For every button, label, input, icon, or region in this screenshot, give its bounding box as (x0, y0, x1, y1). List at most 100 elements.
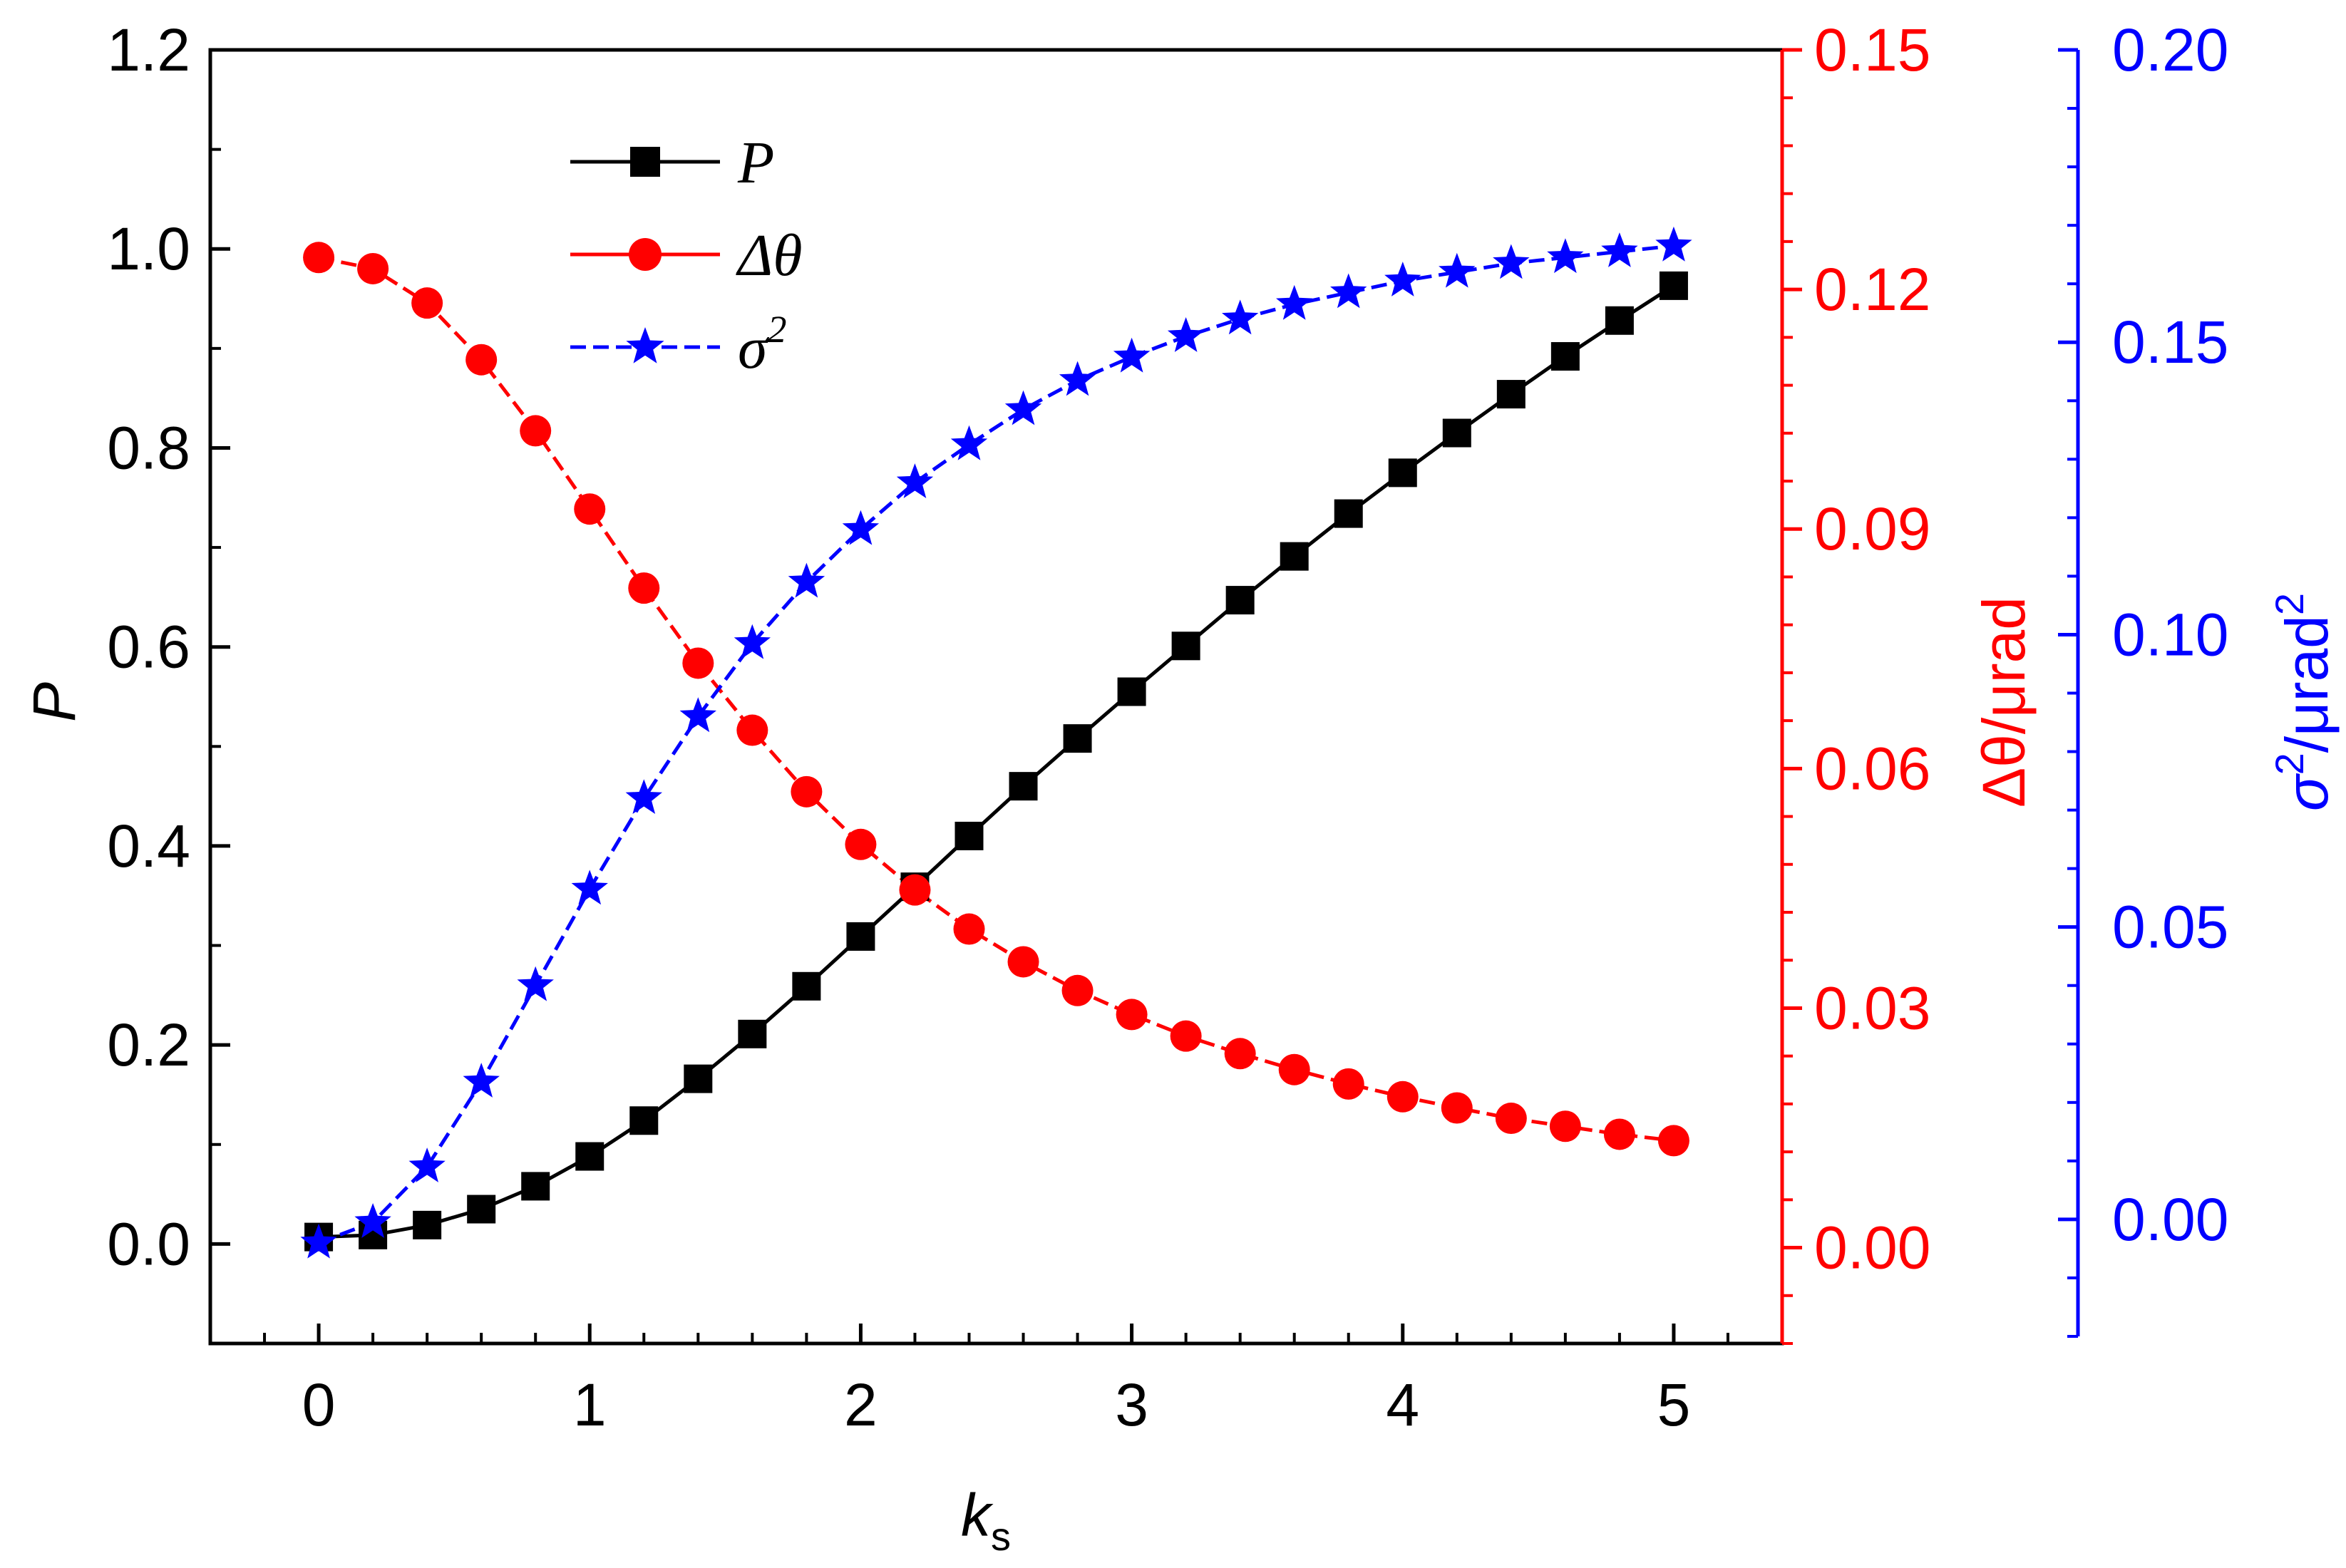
data-point-delta-theta (1116, 999, 1148, 1031)
data-point-sigma-squared (1547, 238, 1584, 274)
data-point-p (684, 1064, 713, 1093)
legend-label-sigma-squared: σ2 (738, 308, 786, 381)
data-point-p (521, 1172, 550, 1201)
data-point-delta-theta (465, 344, 498, 376)
data-point-p (413, 1210, 442, 1239)
data-point-delta-theta (1386, 1080, 1419, 1113)
data-point-p (1442, 418, 1471, 448)
left-tick-label: 0.4 (107, 813, 190, 880)
data-point-p (1280, 542, 1309, 571)
right2-tick-label: 0.15 (2112, 309, 2229, 376)
data-point-sigma-squared (734, 624, 771, 659)
data-point-p (792, 971, 821, 1001)
data-point-delta-theta (1495, 1103, 1527, 1135)
data-point-delta-theta (682, 647, 714, 679)
data-point-delta-theta (1061, 974, 1094, 1006)
right2-tick-label: 0.10 (2112, 601, 2229, 668)
data-point-delta-theta (357, 252, 389, 284)
data-point-sigma-squared (571, 870, 608, 905)
data-point-delta-theta (1603, 1118, 1635, 1150)
right1-axis-title: Δθ/μrad (1970, 597, 2037, 808)
data-point-p (1496, 380, 1526, 409)
right1-tick-label: 0.15 (1814, 16, 1931, 83)
data-point-sigma-squared (1004, 390, 1042, 425)
left-tick-label: 0.8 (107, 414, 190, 481)
data-point-delta-theta (791, 775, 823, 808)
data-point-sigma-squared (842, 510, 880, 545)
x-axis-title: ks (961, 1482, 1011, 1559)
data-point-p (1063, 724, 1092, 753)
right1-tick-label: 0.00 (1814, 1214, 1931, 1281)
left-tick-label: 1.2 (107, 16, 190, 83)
data-point-delta-theta (1278, 1053, 1310, 1085)
right1-axis-title-symbol: Δθ (1970, 734, 2037, 808)
data-point-delta-theta (1657, 1125, 1689, 1157)
series-line-sigma-squared (318, 244, 1674, 1245)
right1-tick-label: 0.03 (1814, 974, 1931, 1041)
data-point-sigma-squared (788, 562, 825, 598)
data-point-sigma-squared (1222, 299, 1259, 335)
right2-axis-title: σ2/μrad2 (2267, 593, 2340, 811)
data-point-sigma-squared (1113, 337, 1151, 373)
data-point-delta-theta (1332, 1068, 1364, 1100)
data-point-delta-theta (628, 572, 660, 604)
data-point-p (1550, 342, 1580, 371)
data-point-p (1117, 677, 1146, 706)
data-point-p (1605, 306, 1634, 335)
data-point-p (1225, 586, 1255, 615)
data-point-sigma-squared (1384, 262, 1421, 296)
right1-tick-label: 0.09 (1814, 495, 1931, 562)
data-point-p (1334, 499, 1363, 528)
left-tick-label: 1.0 (107, 215, 190, 282)
left-axis-title: P (21, 682, 88, 722)
data-point-p (467, 1195, 496, 1224)
data-point-delta-theta (1007, 946, 1039, 978)
right1-tick-label: 0.12 (1814, 256, 1931, 323)
data-point-delta-theta (1224, 1038, 1256, 1070)
right2-axis-title-sup: 2 (2267, 753, 2312, 775)
data-point-p (738, 1019, 767, 1048)
data-point-delta-theta (1170, 1020, 1202, 1052)
x-tick-label: 2 (844, 1371, 878, 1438)
data-point-sigma-squared (354, 1203, 391, 1238)
right2-tick-label: 0.00 (2112, 1186, 2229, 1253)
data-point-delta-theta (953, 913, 985, 945)
data-point-sigma-squared (1493, 244, 1530, 279)
left-tick-label: 0.0 (107, 1210, 190, 1277)
right1-axis-title-unit: /μrad (1970, 597, 2037, 734)
x-axis-title-sub: s (991, 1514, 1011, 1559)
data-point-delta-theta (411, 287, 443, 319)
data-point-sigma-squared (408, 1147, 446, 1182)
data-point-sigma-squared (1276, 284, 1313, 320)
data-point-sigma-squared (1439, 252, 1476, 288)
data-point-sigma-squared (950, 425, 988, 460)
data-point-sigma-squared (679, 697, 716, 733)
legend-label-sigma-sup: 2 (767, 308, 786, 351)
data-point-sigma-squared (300, 1223, 337, 1259)
left-tick-label: 0.6 (107, 614, 190, 681)
x-tick-label: 4 (1386, 1371, 1419, 1438)
right2-axis-title-unit: /μrad (2273, 615, 2340, 753)
data-point-p (1659, 271, 1688, 300)
legend-label-delta-theta: Δθ (736, 222, 803, 289)
x-axis-title-main: k (961, 1482, 994, 1549)
data-point-delta-theta (845, 828, 877, 860)
data-point-sigma-squared (517, 966, 554, 1001)
data-point-p (575, 1142, 604, 1171)
right1-tick-label: 0.06 (1814, 735, 1931, 802)
data-point-sigma-squared (625, 779, 662, 814)
right2-axis-title-symbol: σ (2273, 773, 2340, 811)
data-point-p (1171, 631, 1200, 661)
data-point-sigma-squared (1059, 361, 1096, 396)
data-point-sigma-squared (1601, 232, 1638, 267)
data-point-delta-theta (736, 714, 768, 746)
legend-entry-p: P (570, 130, 774, 196)
data-point-sigma-squared (463, 1063, 500, 1098)
plot-frame (208, 48, 1784, 1346)
x-tick-label: 0 (302, 1371, 336, 1438)
data-point-delta-theta (1549, 1110, 1581, 1143)
data-point-delta-theta (899, 874, 931, 906)
legend-label-sigma: σ (738, 315, 770, 381)
data-point-delta-theta (1441, 1092, 1473, 1124)
